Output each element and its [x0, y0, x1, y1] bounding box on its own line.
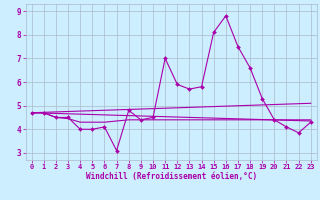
X-axis label: Windchill (Refroidissement éolien,°C): Windchill (Refroidissement éolien,°C): [86, 172, 257, 181]
